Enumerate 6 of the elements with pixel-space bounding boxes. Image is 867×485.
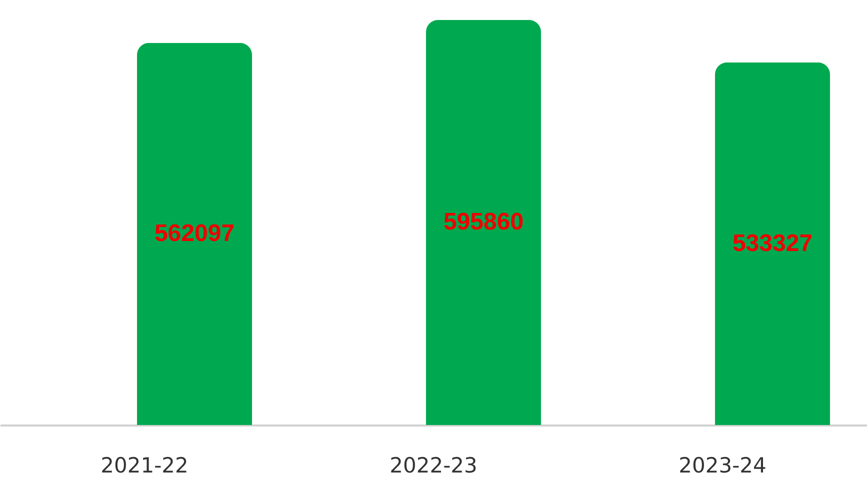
x-tick-label: 2023-24	[678, 454, 766, 478]
x-tick-label: 2021-22	[100, 454, 188, 478]
data-label: 533327	[732, 230, 813, 257]
data-label: 595860	[443, 208, 524, 236]
x-tick-label: 2022-23	[390, 454, 478, 478]
data-label: 562097	[154, 220, 235, 247]
